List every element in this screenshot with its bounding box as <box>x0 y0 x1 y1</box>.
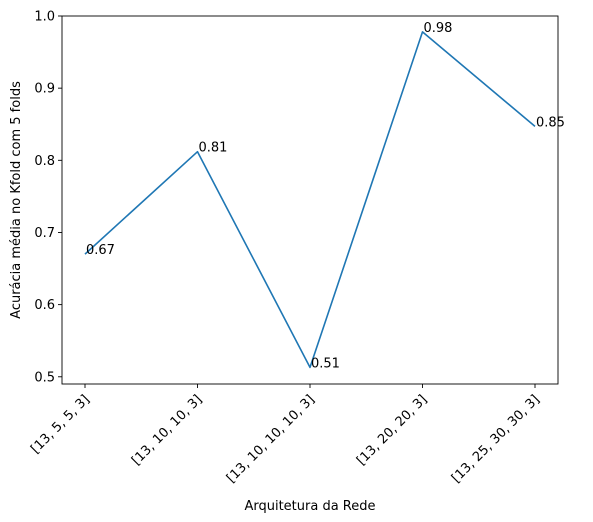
x-axis-ticks: [13, 5, 5, 3] [13, 10, 10, 3] [13, 10, 10,… <box>28 384 543 486</box>
data-label: 0.81 <box>199 141 228 156</box>
x-tick-label: [13, 10, 10, 3] <box>129 392 205 468</box>
data-label: 0.98 <box>424 21 453 36</box>
x-axis-title: Arquitetura da Rede <box>244 499 375 514</box>
y-tick-label: 0.9 <box>34 82 55 97</box>
series-line <box>84 31 536 369</box>
y-axis-ticks: 0.5 0.6 0.7 0.8 0.9 1.0 <box>34 10 62 385</box>
y-tick-label: 0.8 <box>34 154 55 169</box>
x-tick-label: [13, 10, 10, 10, 3] <box>224 392 318 486</box>
y-tick-label: 0.6 <box>34 298 55 313</box>
y-axis-title: Acurácia média no Kfold com 5 folds <box>9 81 24 319</box>
y-tick-label: 0.7 <box>34 226 55 241</box>
data-label: 0.85 <box>536 115 565 130</box>
plot-area-frame <box>61 15 559 385</box>
x-tick-label: [13, 20, 20, 3] <box>354 392 430 468</box>
y-tick-label: 1.0 <box>34 10 55 25</box>
y-tick-label: 0.5 <box>34 370 55 385</box>
data-labels: 0.67 0.81 0.51 0.98 0.85 <box>86 21 565 372</box>
data-label: 0.51 <box>311 356 340 371</box>
data-label: 0.67 <box>86 243 115 258</box>
x-tick-label: [13, 5, 5, 3] <box>28 392 93 457</box>
x-tick-label: [13, 25, 30, 30, 3] <box>449 392 543 486</box>
